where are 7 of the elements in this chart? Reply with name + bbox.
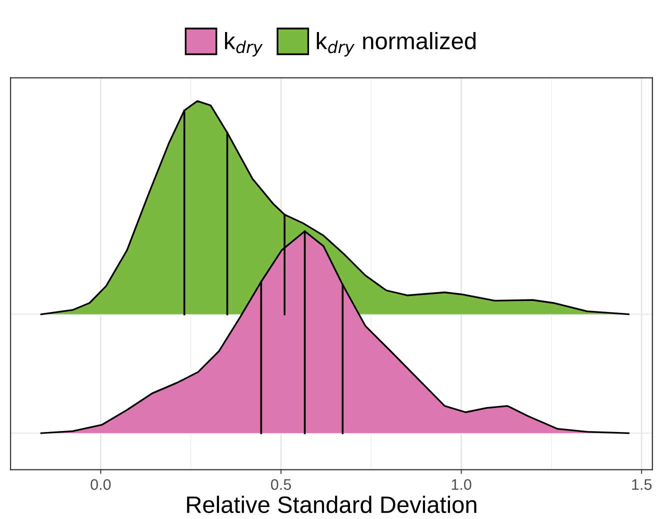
legend-label: k$_{dry}$ normalized [316,32,476,56]
x-tick-label: 0.0 [90,479,111,490]
x-axis-title: Relative Standard Deviation [187,496,476,514]
x-tick-label: 1.5 [632,479,652,490]
legend-label: k$_{dry}$ [225,32,263,56]
x-tick-label: 0.5 [270,479,291,490]
x-tick-label: 1.0 [452,479,472,490]
